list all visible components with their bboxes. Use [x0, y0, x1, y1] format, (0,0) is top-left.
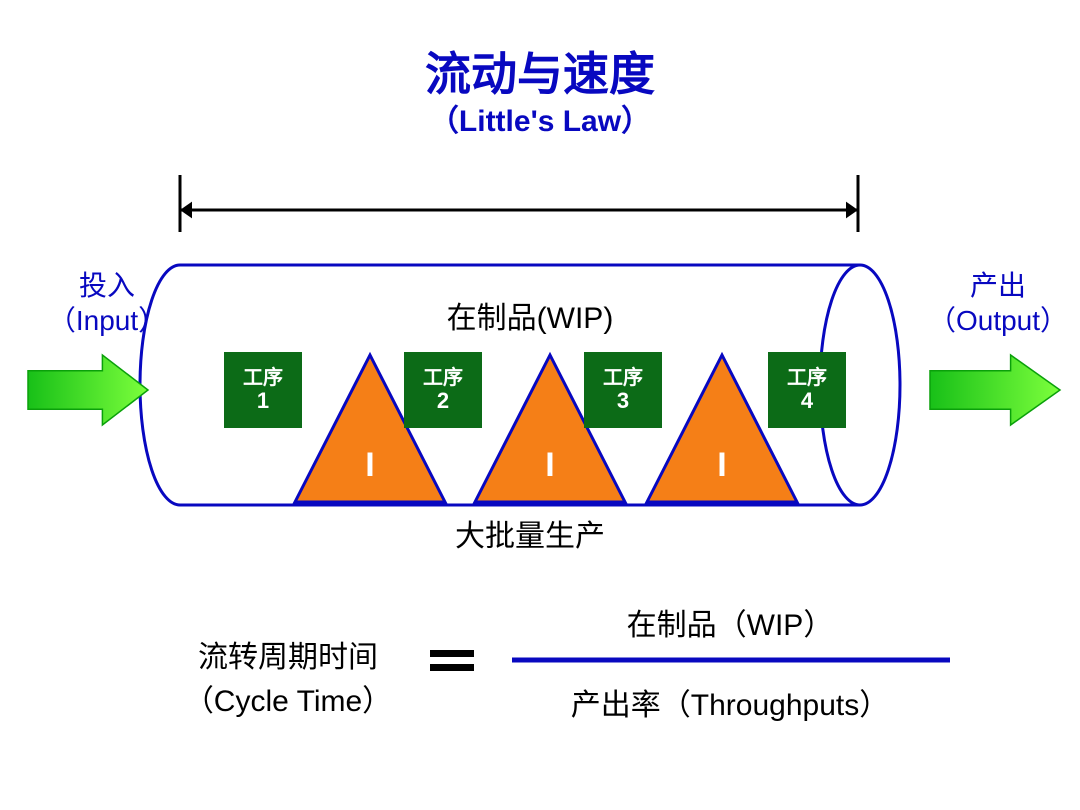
triangle-label-3: I: [710, 446, 734, 485]
triangle-label-2: I: [538, 446, 562, 485]
triangle-label-1: I: [358, 446, 382, 485]
diagram-root: 流动与速度 （Little's Law） 在制品(WIP) 大批量生产 投入 （…: [0, 0, 1080, 810]
equals-icon: [430, 650, 474, 671]
process-box-2: 工序2: [404, 352, 482, 428]
process-box-3: 工序3: [584, 352, 662, 428]
equation-denominator: 产出率（Throughputs）: [510, 680, 950, 724]
batch-label: 大批量生产: [400, 518, 660, 556]
equation-lhs-line1: 流转周期时间: [198, 641, 378, 674]
equation-lhs: 流转周期时间 （Cycle Time）: [148, 632, 428, 720]
output-label: 产出 （Output）: [898, 268, 1080, 338]
measurement-bar: [180, 175, 858, 232]
input-label: 投入 （Input）: [12, 268, 202, 338]
equation-lhs-line2: （Cycle Time）: [184, 685, 392, 718]
output-arrow-icon: [930, 355, 1060, 425]
process-box-4: 工序4: [768, 352, 846, 428]
input-label-line1: 投入: [79, 270, 135, 301]
wip-label: 在制品(WIP): [400, 300, 660, 338]
process-box-1: 工序1: [224, 352, 302, 428]
equation-numerator: 在制品（WIP）: [560, 600, 900, 644]
input-arrow-icon: [28, 355, 148, 425]
output-label-line2: （Output）: [928, 305, 1068, 336]
input-label-line2: （Input）: [48, 305, 166, 336]
output-label-line1: 产出: [970, 270, 1026, 301]
